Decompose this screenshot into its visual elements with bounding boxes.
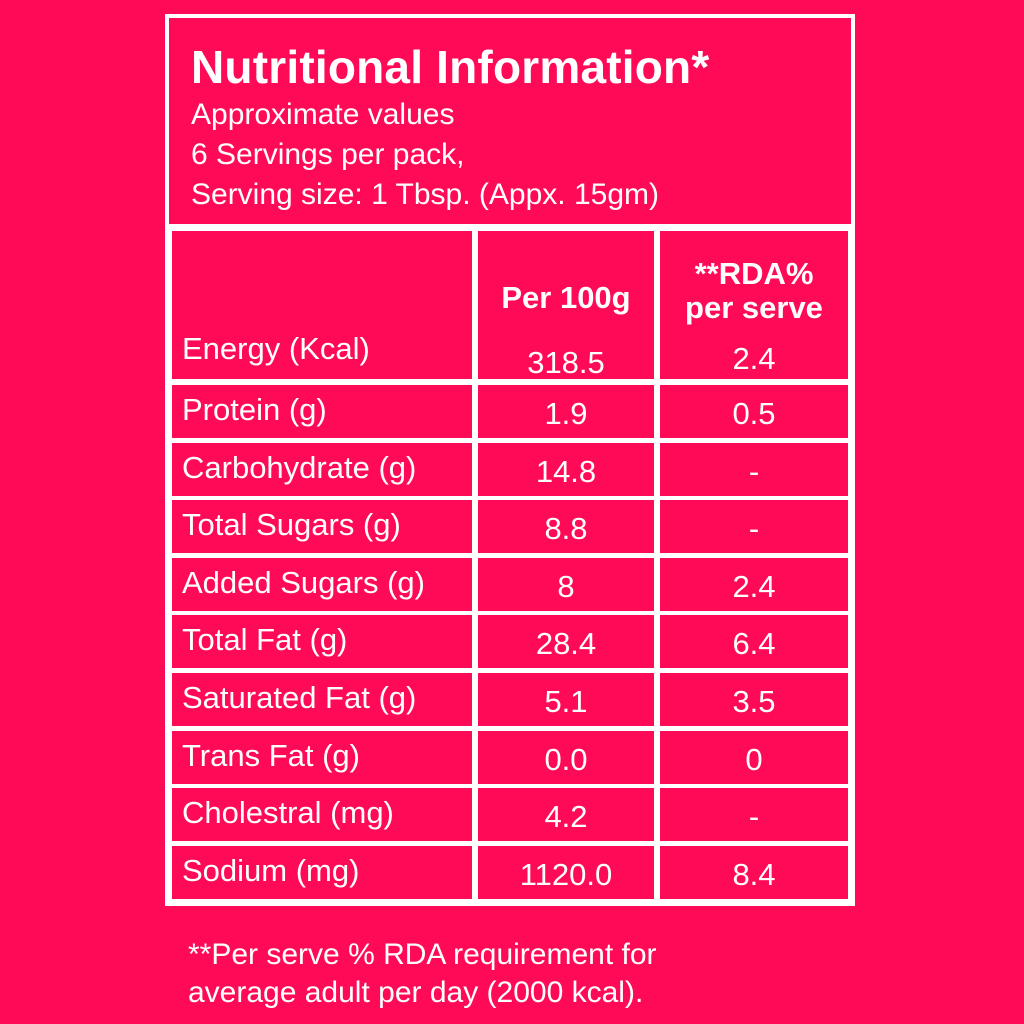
nutrient-name: Saturated Fat (g) <box>182 679 417 715</box>
nutrient-cell: Sodium (mg) <box>169 843 475 902</box>
footnote: **Per serve % RDA requirement for averag… <box>188 936 657 1012</box>
nutrient-cell: Carbohydrate (g) <box>169 440 475 499</box>
rda-value: 6.4 <box>732 626 776 661</box>
per100-cell: 28.4 <box>475 612 657 671</box>
rda-cell: 3.5 <box>657 670 851 729</box>
label-title: Nutritional Information* <box>191 41 710 93</box>
per100-cell: 4.2 <box>475 785 657 844</box>
per100-cell: 1120.0 <box>475 843 657 902</box>
nutrient-name: Cholestral (mg) <box>182 794 394 830</box>
per100-cell: Per 100g 318.5 <box>475 228 657 382</box>
nutrient-name: Added Sugars (g) <box>182 564 425 600</box>
nutrient-cell: Added Sugars (g) <box>169 555 475 614</box>
per100-cell: 0.0 <box>475 728 657 787</box>
nutrient-name: Trans Fat (g) <box>182 737 360 773</box>
rda-value: - <box>748 454 760 489</box>
per100-value: 318.5 <box>527 345 605 380</box>
rda-value: 2.4 <box>732 569 776 604</box>
serving-size: Serving size: 1 Tbsp. (Appx. 15gm) <box>191 178 659 211</box>
per100-value: 5.1 <box>544 684 588 719</box>
nutrient-cell: Saturated Fat (g) <box>169 670 475 729</box>
column-header-per100: Per 100g <box>501 280 631 315</box>
rda-value: 8.4 <box>732 857 776 892</box>
nutrient-name: Protein (g) <box>182 391 327 427</box>
approximate-values-note: Approximate values <box>191 98 455 131</box>
nutrient-cell: Energy (Kcal) <box>169 228 475 382</box>
rda-value: 2.4 <box>732 341 776 376</box>
rda-cell: 2.4 <box>657 555 851 614</box>
nutrient-cell: Trans Fat (g) <box>169 728 475 787</box>
per100-value: 1120.0 <box>519 857 613 892</box>
column-header-rda: **RDA% per serve <box>685 257 823 325</box>
rda-value: 0.5 <box>732 396 776 431</box>
per100-cell: 8 <box>475 555 657 614</box>
nutrient-name: Energy (Kcal) <box>182 331 370 366</box>
nutrient-cell: Cholestral (mg) <box>169 785 475 844</box>
rda-cell: 0 <box>657 728 851 787</box>
per100-value: 1.9 <box>544 396 588 431</box>
rda-cell: 6.4 <box>657 612 851 671</box>
per100-value: 0.0 <box>544 742 588 777</box>
per100-value: 4.2 <box>544 799 588 834</box>
rda-cell: **RDA% per serve 2.4 <box>657 228 851 382</box>
column-header-rda-line2: per serve <box>685 290 823 325</box>
rda-cell: - <box>657 440 851 499</box>
servings-per-pack: 6 Servings per pack, <box>191 138 465 171</box>
nutrient-cell: Total Sugars (g) <box>169 497 475 556</box>
rda-value: - <box>748 799 760 834</box>
rda-cell: 0.5 <box>657 382 851 441</box>
per100-value: 8 <box>557 569 575 604</box>
nutrient-cell: Protein (g) <box>169 382 475 441</box>
per100-cell: 1.9 <box>475 382 657 441</box>
rda-value: - <box>748 511 760 546</box>
nutrition-label: Nutritional Information* Approximate val… <box>165 14 855 906</box>
rda-cell: 8.4 <box>657 843 851 902</box>
column-header-rda-line1: **RDA% <box>694 256 814 291</box>
per100-value: 8.8 <box>544 511 588 546</box>
footnote-line1: **Per serve % RDA requirement for <box>188 938 657 971</box>
per100-value: 14.8 <box>535 454 597 489</box>
footnote-line2: average adult per day (2000 kcal). <box>188 976 644 1009</box>
rda-value: 3.5 <box>732 684 776 719</box>
per100-cell: 14.8 <box>475 440 657 499</box>
rda-cell: - <box>657 785 851 844</box>
nutrient-cell: Total Fat (g) <box>169 612 475 671</box>
label-header: Nutritional Information* Approximate val… <box>169 18 851 228</box>
rda-value: 0 <box>745 742 763 777</box>
nutrient-name: Total Sugars (g) <box>182 506 401 542</box>
nutrient-name: Total Fat (g) <box>182 621 348 657</box>
rda-cell: - <box>657 497 851 556</box>
nutrient-name: Carbohydrate (g) <box>182 449 417 485</box>
per100-cell: 5.1 <box>475 670 657 729</box>
per100-value: 28.4 <box>535 626 597 661</box>
per100-cell: 8.8 <box>475 497 657 556</box>
nutrient-name: Sodium (mg) <box>182 852 360 888</box>
